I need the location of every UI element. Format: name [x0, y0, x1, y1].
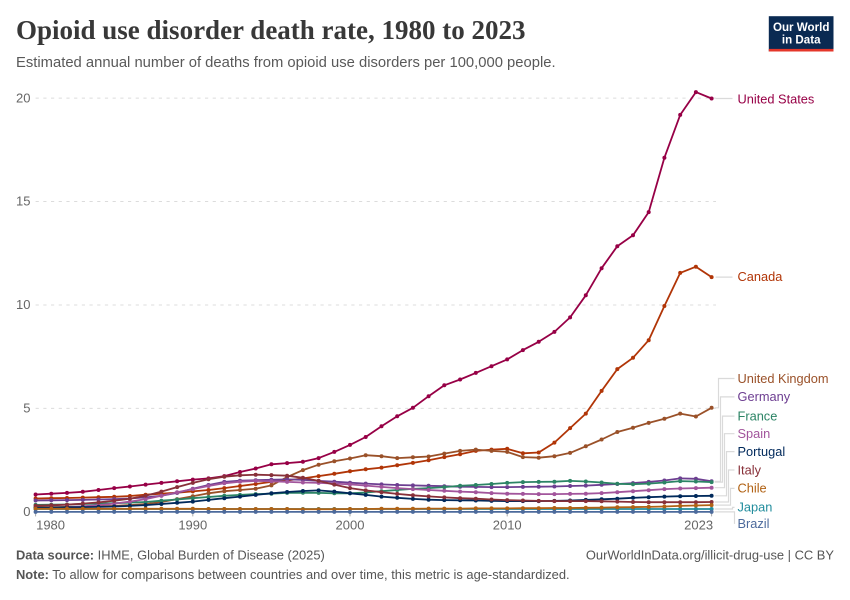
svg-text:Estimated annual number of dea: Estimated annual number of deaths from o…: [16, 55, 556, 71]
svg-text:5: 5: [23, 401, 30, 416]
svg-text:Japan: Japan: [738, 500, 773, 515]
svg-text:in Data: in Data: [782, 34, 821, 47]
svg-text:0: 0: [23, 504, 30, 519]
svg-text:Data source: IHME, Global Burd: Data source: IHME, Global Burden of Dise…: [16, 548, 325, 563]
svg-text:2000: 2000: [336, 517, 365, 532]
svg-text:Canada: Canada: [738, 269, 784, 284]
svg-text:United Kingdom: United Kingdom: [738, 371, 829, 386]
svg-text:1990: 1990: [178, 517, 207, 532]
svg-text:Opioid use disorder death rate: Opioid use disorder death rate, 1980 to …: [16, 15, 526, 45]
svg-text:France: France: [738, 408, 778, 423]
svg-text:Brazil: Brazil: [738, 516, 770, 531]
svg-text:OurWorldInData.org/illicit-dru: OurWorldInData.org/illicit-drug-use | CC…: [586, 548, 835, 563]
svg-text:United States: United States: [738, 92, 815, 107]
svg-text:Portugal: Portugal: [738, 444, 786, 459]
svg-text:2023: 2023: [684, 517, 713, 532]
svg-text:1980: 1980: [36, 517, 65, 532]
svg-text:Note: To allow for comparisons: Note: To allow for comparisons between c…: [16, 567, 570, 582]
svg-text:2010: 2010: [493, 517, 522, 532]
svg-text:20: 20: [16, 90, 30, 105]
svg-text:10: 10: [16, 297, 30, 312]
svg-text:Spain: Spain: [738, 426, 771, 441]
svg-text:15: 15: [16, 194, 30, 209]
svg-text:Germany: Germany: [738, 389, 791, 404]
svg-text:Our World: Our World: [773, 21, 829, 34]
svg-text:Chile: Chile: [738, 481, 767, 496]
svg-text:Italy: Italy: [738, 462, 762, 477]
